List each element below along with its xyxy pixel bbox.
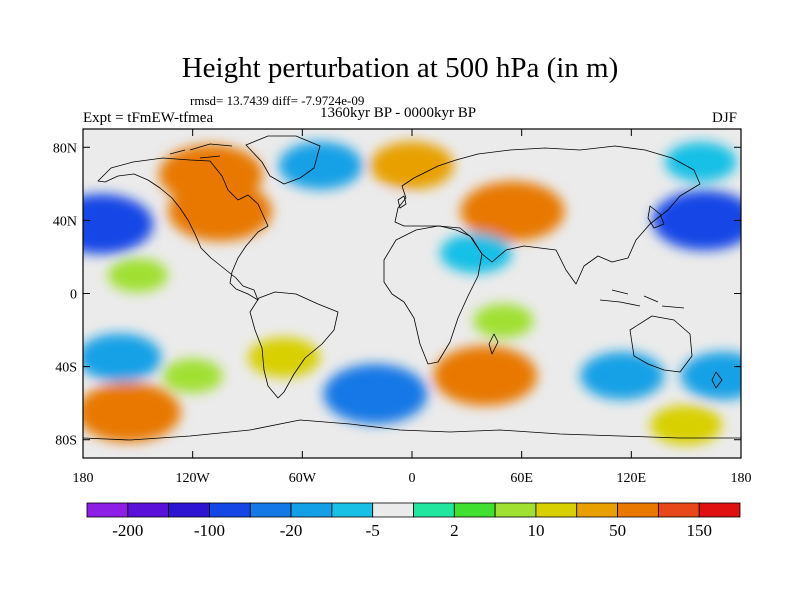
map-axes: 80N 40N 0 40S 80S 180 120W 60W 0 60E 120E 180 [53,129,752,486]
coast-north-america [97,157,269,301]
field-region [460,181,565,242]
field-region [583,267,644,302]
colorbar-box [494,502,537,518]
field-region [354,194,415,229]
season-label: DJF [712,110,738,126]
field-region [664,141,737,182]
field-region [370,141,454,190]
coast-indonesia [599,289,685,309]
colorbar-box [576,502,618,518]
page-title: Height perturbation at 500 hPa (in m) [181,52,619,84]
field-region [580,351,665,400]
field-region [83,382,181,443]
coast-antarctica [83,419,741,441]
colorbar-box [86,502,129,518]
coast-madagascar [488,333,499,355]
field-region [439,233,512,274]
lon-tick-label: 120W [176,471,211,486]
colorbar-label: 10 [527,521,544,540]
coast-south-america [249,291,339,399]
lat-tick-label: 80S [55,434,77,449]
map-plot-area [82,128,742,459]
colorbar-label: 150 [686,521,712,540]
field-region [107,258,168,293]
lat-tick-label: 80N [53,141,77,156]
coast-australia [629,315,693,373]
coastlines [83,135,741,441]
lon-tick-label: 60E [510,471,533,486]
colorbar-box [453,502,496,518]
lon-tick-label: 60W [289,471,317,486]
lat-tick-label: 0 [70,288,77,303]
field-region [278,141,363,190]
field-region [323,364,428,425]
field-region [83,194,154,255]
field-region [248,337,321,378]
coast-new-zealand [711,371,723,389]
colorbar-label: -200 [112,521,143,540]
colorbar-box [698,502,741,518]
lon-tick-label: 180 [73,471,94,486]
lon-tick-label: 180 [731,471,752,486]
field-region [83,333,162,382]
lat-tick-label: 40N [53,214,77,229]
colorbar-box [617,502,659,518]
colorbar-box [127,502,170,518]
lat-tick-label: 40S [55,361,77,376]
colorbar-box [535,502,578,518]
coast-japan [647,205,665,229]
rmsd-diff-stats: rmsd= 13.7439 diff= -7.9724e-09 [190,93,365,108]
colorbar-label: 2 [450,521,459,540]
coast-eurasia [394,145,701,285]
coast-uk [397,195,407,209]
experiment-label: Expt = tFmEW-tfmea [83,110,214,126]
field-region [528,413,589,448]
colorbar-box [168,502,210,518]
colorbar-box [413,502,455,518]
colorbar: -200 -100 -20 -5 2 10 50 150 [86,502,741,540]
colorbar-label: -5 [366,521,380,540]
colorbar-box [657,502,700,518]
lon-tick-label: 120E [617,471,647,486]
field-region [652,190,741,251]
field-region [433,345,538,406]
colorbar-box [209,502,251,518]
period-label: 1360kyr BP - 0000kyr BP [320,105,477,121]
colorbar-label: -100 [194,521,225,540]
coast-arctic-islands [169,143,233,159]
colorbar-label: -20 [280,521,303,540]
colorbar-label: 50 [609,521,626,540]
colorbar-box [290,502,333,518]
coast-greenland [245,135,321,185]
colorbar-box [331,502,374,518]
field-region [162,358,223,393]
field-region [680,351,741,400]
colorbar-box [249,502,292,518]
colorbar-box [372,502,414,518]
field-region [650,405,723,446]
lon-tick-label: 0 [409,471,416,486]
field-region [473,303,534,338]
